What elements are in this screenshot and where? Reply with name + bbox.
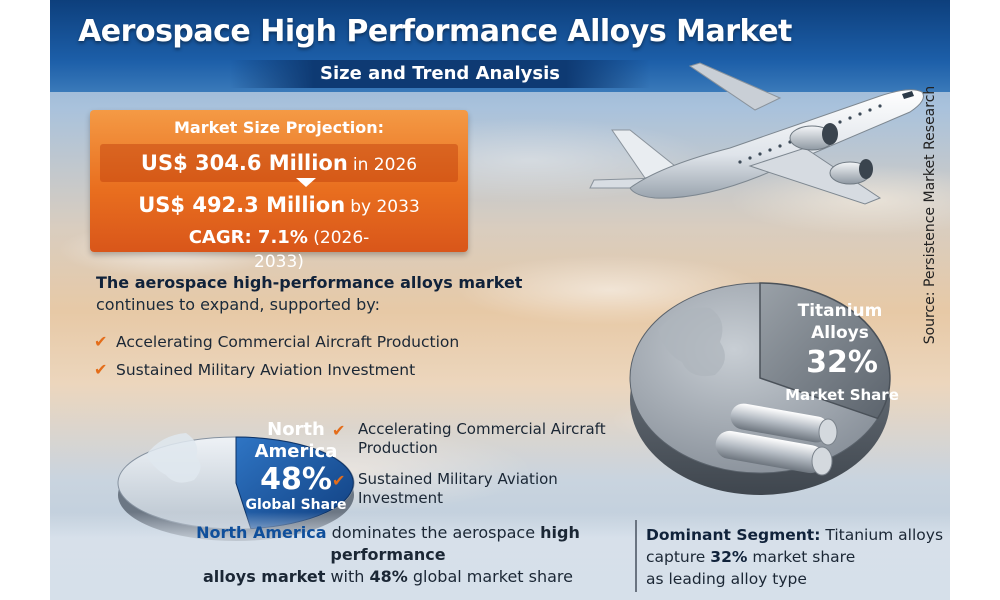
checkmark-icon: ✔ — [332, 471, 346, 490]
cagr-text: CAGR: 7.1% (2026-2033) — [170, 226, 388, 274]
checkmark-icon: ✔ — [332, 421, 346, 440]
source-credit: Source: Persistence Market Research — [922, 85, 938, 345]
ti-label: Market Share — [785, 386, 899, 404]
intro-rest: continues to expand, supported by: — [96, 295, 380, 314]
na-line2: America — [255, 441, 338, 462]
market-2033-row: US$ 492.3 Million by 2033 — [100, 186, 458, 224]
subtitle-ribbon — [230, 60, 650, 88]
ti-line2: Alloys — [811, 323, 869, 343]
na-share: 48% — [260, 462, 332, 497]
driver-list: ✔ Accelerating Commercial Aircraft Produc… — [94, 328, 534, 384]
list-item: ✔ Accelerating Commercial Aircraft Produc… — [94, 328, 534, 356]
titanium-share-pie: Titanium Alloys 32% Market Share — [629, 282, 899, 495]
market-size-panel: Market Size Projection: US$ 304.6 Millio… — [90, 110, 468, 272]
ti-line1: Titanium — [798, 301, 883, 321]
ti-share: 32% — [806, 345, 878, 380]
down-arrow-icon — [296, 178, 316, 187]
checkmark-icon: ✔ — [94, 332, 108, 351]
market-2033-year: by 2033 — [350, 197, 420, 217]
market-2026-row: US$ 304.6 Million in 2026 — [100, 144, 458, 182]
infographic: Aerospace High Performance Alloys Market… — [50, 0, 950, 600]
page-subtitle: Size and Trend Analysis — [320, 63, 560, 84]
market-2026-value: US$ 304.6 Million — [140, 151, 348, 175]
airplane-illustration — [589, 62, 924, 205]
driver-list-repeat: ✔ Accelerating Commercial Aircraft Produc… — [332, 420, 632, 520]
market-2033-value: US$ 492.3 Million — [138, 193, 346, 217]
page-title: Aerospace High Performance Alloys Market — [78, 14, 792, 49]
list-item: ✔ Sustained Military Aviation Investment — [94, 356, 534, 384]
dominant-segment-label: Dominant Segment: — [646, 526, 821, 544]
na-line1: North — [267, 419, 325, 440]
intro-text: The aerospace high-performance alloys ma… — [96, 272, 536, 316]
list-item: ✔ Accelerating Commercial Aircraft Produc… — [332, 420, 606, 457]
north-america-summary: North America dominates the aerospace hi… — [196, 523, 580, 586]
summary-divider — [635, 520, 637, 592]
market-size-label: Market Size Projection: — [174, 118, 384, 137]
list-item: ✔ Sustained Military Aviation Investment — [332, 470, 558, 507]
cagr-period: (2026-2033) — [254, 228, 370, 272]
market-2026-year: in 2026 — [352, 155, 418, 175]
checkmark-icon: ✔ — [94, 360, 108, 379]
bottom-band — [50, 512, 950, 600]
na-label: Global Share — [246, 497, 347, 513]
dominant-segment-summary: Dominant Segment: Titanium alloys captur… — [646, 526, 944, 588]
cagr-value: CAGR: 7.1% — [188, 227, 308, 248]
titanium-wedge — [759, 282, 891, 420]
intro-bold: The aerospace high-performance alloys ma… — [96, 273, 523, 292]
summary-highlight: North America — [196, 523, 327, 542]
